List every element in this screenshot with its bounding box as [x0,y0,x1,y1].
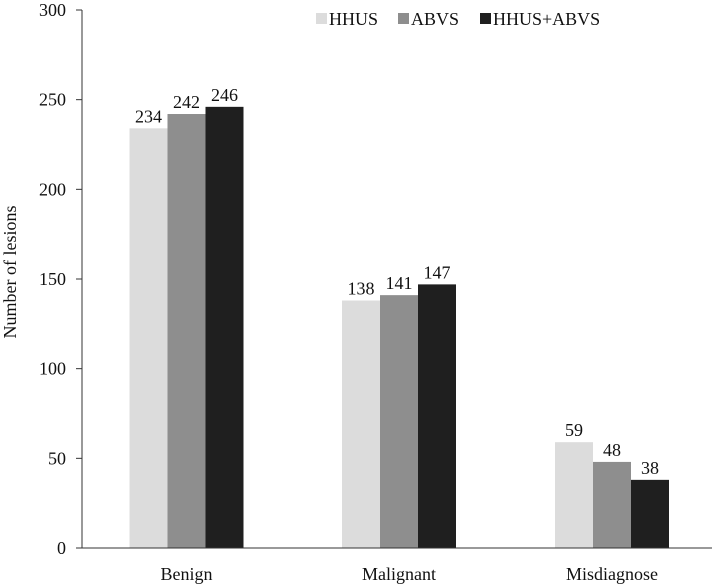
bar-hhus-misdiagnose [555,442,593,548]
y-axis-ticks: 0 50 100 150 200 250 300 [39,0,82,558]
legend-swatch-hhus-abvs [480,13,491,24]
data-label: 141 [386,273,413,293]
data-labels: 234 242 246 138 141 147 59 48 38 [135,85,659,478]
legend-swatch-abvs [398,13,409,24]
legend-label-hhus: HHUS [329,9,378,29]
data-label: 246 [211,85,238,105]
y-axis-title: Number of lesions [0,206,20,339]
data-label: 48 [603,440,621,460]
y-tick-label: 100 [39,359,66,379]
data-label: 138 [348,279,375,299]
data-label: 242 [173,92,200,112]
legend-label-abvs: ABVS [411,9,459,29]
legend: HHUS ABVS HHUS+ABVS [316,9,600,29]
data-label: 234 [135,106,162,126]
bar-hhus-abvs-misdiagnose [631,479,669,548]
category-label-malignant: Malignant [362,564,436,584]
bar-hhus-abvs-malignant [418,284,456,548]
y-tick-label: 250 [39,90,66,110]
data-label: 59 [565,420,583,440]
bar-abvs-benign [167,114,206,548]
bars [129,106,669,549]
legend-swatch-hhus [316,13,327,24]
data-label: 38 [641,458,659,478]
y-tick-label: 300 [39,0,66,20]
category-labels: Benign Malignant Misdiagnose [161,564,659,584]
bar-hhus-abvs-benign [205,106,244,548]
y-tick-label: 150 [39,269,66,289]
bar-hhus-benign [129,128,168,549]
category-label-benign: Benign [161,564,213,584]
bar-abvs-malignant [380,295,418,548]
data-label: 147 [424,262,451,282]
y-tick-label: 0 [57,538,66,558]
bar-hhus-malignant [342,300,380,548]
legend-label-hhus-abvs: HHUS+ABVS [493,9,600,29]
bar-abvs-misdiagnose [593,461,631,548]
y-tick-label: 50 [48,448,66,468]
category-label-misdiagnose: Misdiagnose [566,564,658,584]
y-tick-label: 200 [39,179,66,199]
